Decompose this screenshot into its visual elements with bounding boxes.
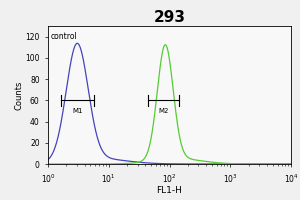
- Title: 293: 293: [154, 10, 185, 25]
- X-axis label: FL1-H: FL1-H: [157, 186, 182, 195]
- Y-axis label: Counts: Counts: [15, 80, 24, 110]
- Text: M1: M1: [72, 108, 83, 114]
- Text: M2: M2: [158, 108, 169, 114]
- Text: control: control: [51, 32, 78, 41]
